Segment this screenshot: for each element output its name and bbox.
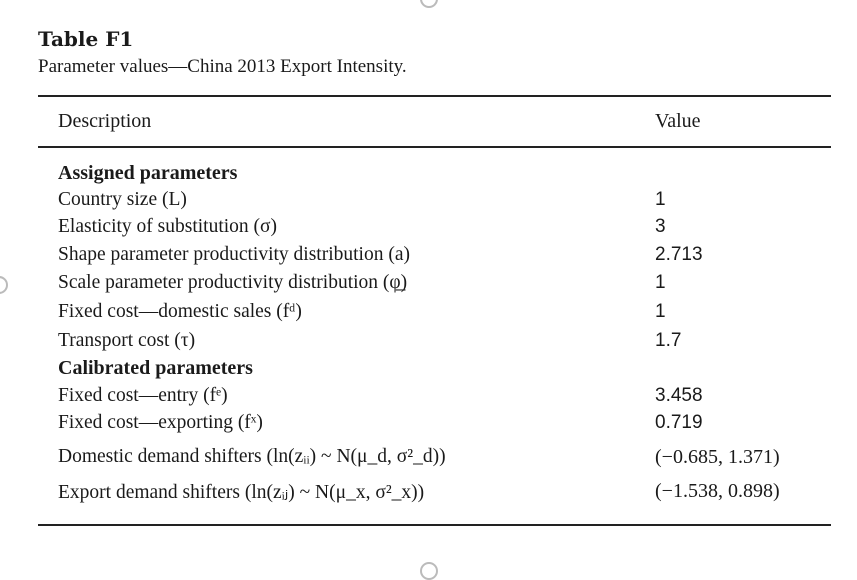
parameter-description: Fixed cost—domestic sales (fᵈ): [58, 301, 302, 322]
parameter-description: Scale parameter productivity distributio…: [58, 272, 408, 293]
section-header-row: Calibrated parameters: [58, 357, 818, 383]
scan-hole-mark-left: [0, 276, 8, 294]
table-row: Fixed cost—domestic sales (fᵈ) 1: [58, 301, 818, 327]
column-header-description: Description: [58, 110, 152, 132]
parameter-value: (−1.538, 0.898): [655, 480, 780, 502]
table-row: Export demand shifters (ln(zᵢⱼ) ~ N(μ_x,…: [58, 480, 818, 506]
parameter-description: Transport cost (τ): [58, 330, 196, 351]
table-row: Shape parameter productivity distributio…: [58, 244, 818, 270]
parameter-description: Elasticity of substitution (σ): [58, 216, 278, 237]
parameter-value: 1: [655, 272, 666, 293]
parameter-value: 1.7: [655, 330, 682, 351]
parameter-description: Fixed cost—entry (fᵉ): [58, 385, 228, 406]
parameter-description: Country size (L): [58, 189, 187, 210]
parameter-description: Domestic demand shifters (ln(zᵢᵢ) ~ N(μ_…: [58, 446, 446, 467]
parameter-description: Export demand shifters (ln(zᵢⱼ) ~ N(μ_x,…: [58, 482, 425, 503]
table-caption: Parameter values—China 2013 Export Inten…: [38, 56, 407, 77]
table-row: Scale parameter productivity distributio…: [58, 272, 818, 298]
table-row: Fixed cost—entry (fᵉ) 3.458: [58, 385, 818, 411]
table-row: Country size (L) 1: [58, 189, 818, 215]
section-label: Calibrated parameters: [58, 357, 253, 379]
table-row: Transport cost (τ) 1.7: [58, 330, 818, 356]
table-row: Domestic demand shifters (ln(zᵢᵢ) ~ N(μ_…: [58, 446, 818, 472]
table-title: Table F1: [38, 27, 134, 51]
section-header-row: Assigned parameters: [58, 162, 818, 188]
parameter-value: 3: [655, 216, 666, 237]
table-row: Elasticity of substitution (σ) 3: [58, 216, 818, 242]
column-header-value: Value: [655, 110, 701, 132]
header-rule: [38, 146, 831, 148]
scan-hole-mark-bottom: [420, 562, 438, 580]
table-top-rule: [38, 95, 831, 97]
parameter-value: 1: [655, 189, 666, 210]
section-label: Assigned parameters: [58, 162, 238, 184]
parameter-description: Shape parameter productivity distributio…: [58, 244, 410, 265]
parameter-value: 1: [655, 301, 666, 322]
parameter-value: 0.719: [655, 412, 703, 433]
scan-hole-mark-top: [420, 0, 438, 8]
parameter-value: 3.458: [655, 385, 703, 406]
parameter-value: 2.713: [655, 244, 703, 265]
table-bottom-rule: [38, 524, 831, 526]
parameter-description: Fixed cost—exporting (fˣ): [58, 412, 263, 433]
parameter-value: (−0.685, 1.371): [655, 446, 780, 468]
table-row: Fixed cost—exporting (fˣ) 0.719: [58, 412, 818, 438]
